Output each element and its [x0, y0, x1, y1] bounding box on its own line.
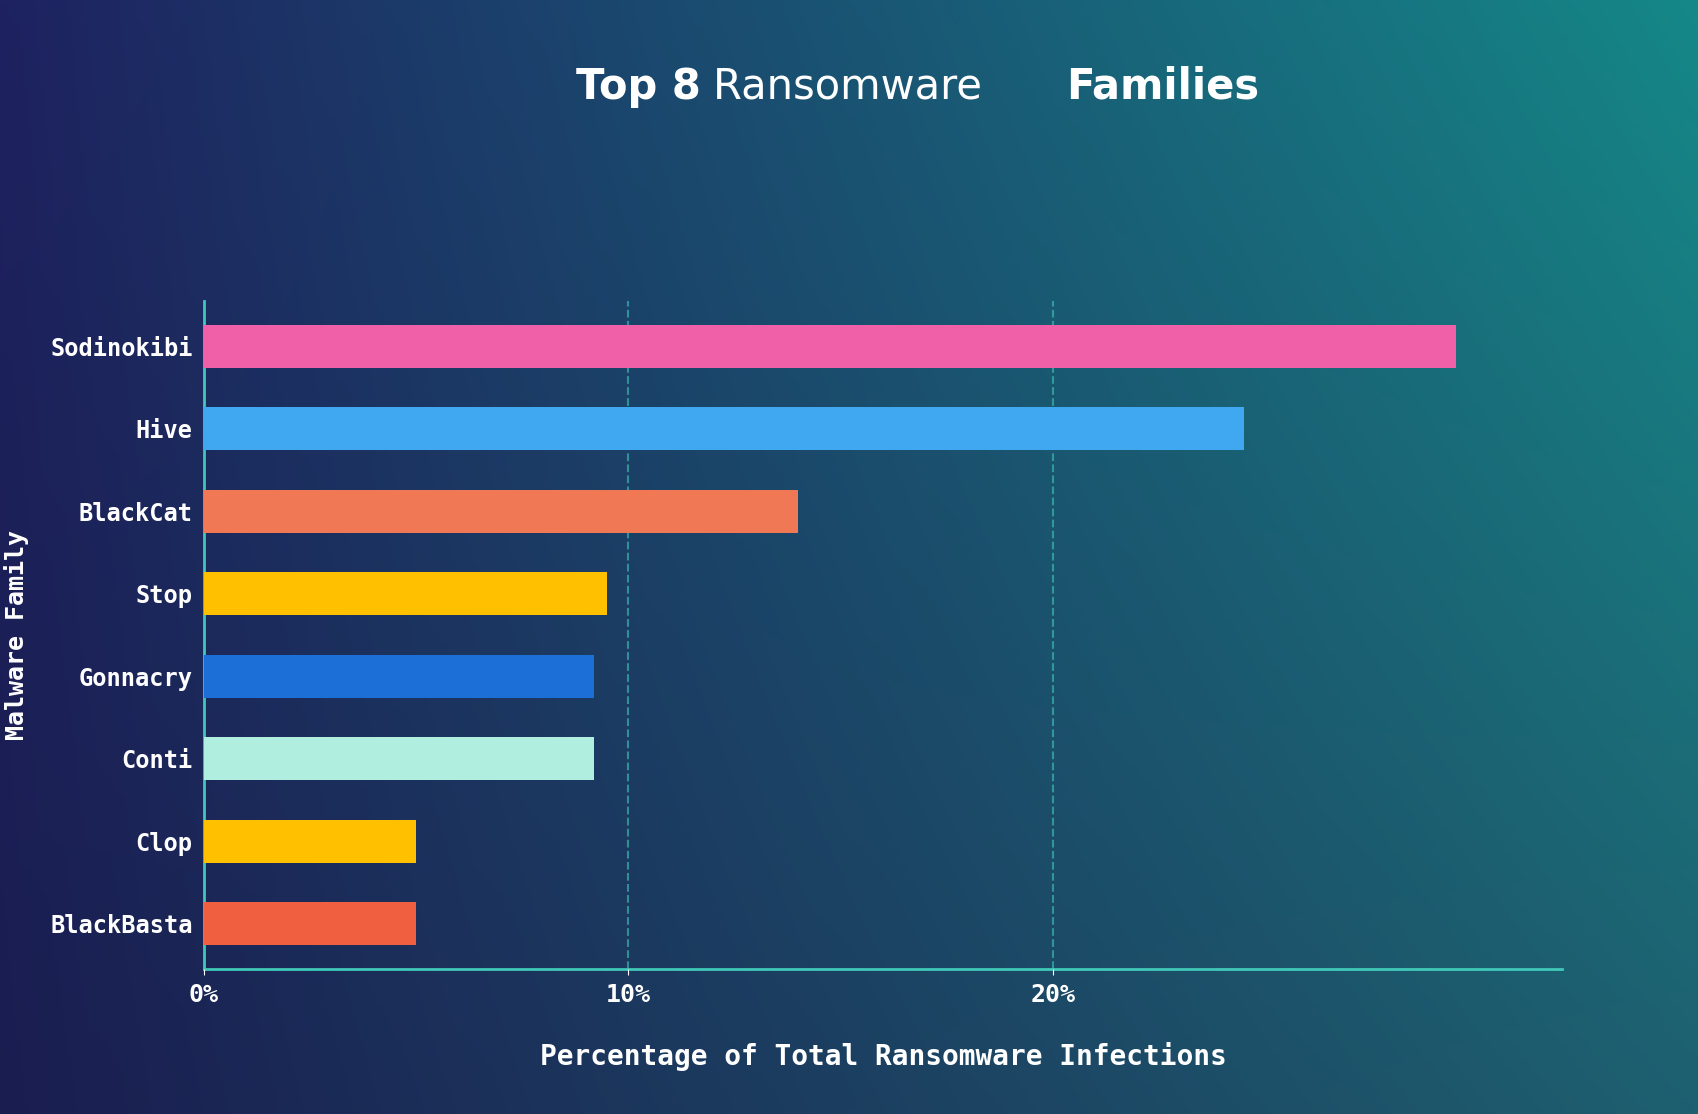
Bar	[204, 324, 1455, 368]
Text: Families: Families	[1066, 66, 1260, 108]
Text: Top 8: Top 8	[576, 66, 701, 108]
Bar	[204, 490, 798, 532]
Bar	[204, 655, 594, 697]
Text: Ransomware: Ransomware	[713, 66, 1009, 108]
X-axis label: Percentage of Total Ransomware Infections: Percentage of Total Ransomware Infection…	[540, 1042, 1226, 1071]
Bar	[204, 737, 594, 780]
Bar	[204, 820, 416, 862]
Y-axis label: Malware Family: Malware Family	[5, 530, 29, 740]
Bar	[204, 902, 416, 946]
Bar	[204, 573, 608, 615]
Bar	[204, 408, 1243, 450]
